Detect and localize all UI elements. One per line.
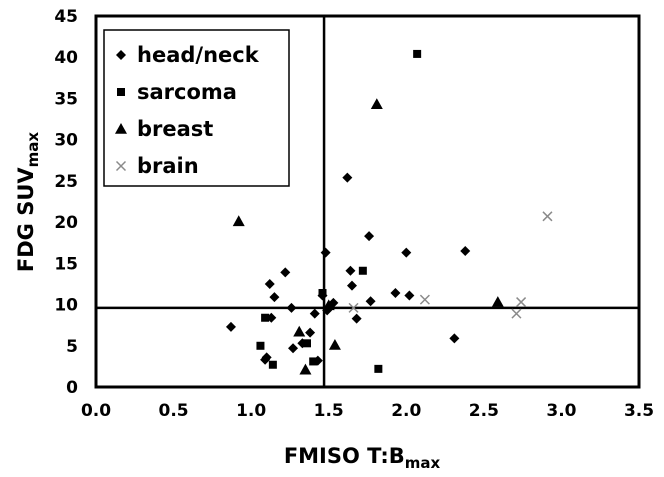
data-point xyxy=(309,308,320,319)
data-point xyxy=(225,321,236,332)
y-axis-title-main: FDG SUV xyxy=(14,167,38,273)
data-point xyxy=(269,292,280,303)
data-point xyxy=(288,343,299,354)
y-tick-label: 35 xyxy=(54,89,78,109)
y-tick-labels: 0 5 10 15 20 25 30 35 40 45 xyxy=(54,7,78,398)
y-axis-title: FDG SUVmax xyxy=(14,132,42,273)
legend-entry: head/neck xyxy=(116,43,260,67)
data-point xyxy=(320,247,331,258)
legend: head/neck sarcoma breast brain xyxy=(103,29,290,187)
data-point xyxy=(348,302,359,313)
y-tick-label: 45 xyxy=(54,7,78,27)
data-point xyxy=(401,247,412,258)
data-point xyxy=(390,288,401,299)
legend-label: head/neck xyxy=(137,43,260,67)
x-tick-labels: 0.0 0.5 1.0 1.5 2.0 2.5 3.0 3.5 xyxy=(81,401,654,421)
y-tick-label: 20 xyxy=(54,213,78,233)
data-point xyxy=(256,341,265,350)
data-point xyxy=(374,364,383,373)
data-markers xyxy=(225,49,553,375)
data-point xyxy=(365,296,376,307)
data-point xyxy=(264,278,275,289)
data-point xyxy=(542,211,553,222)
data-point xyxy=(286,302,297,313)
x-tick-label: 3.5 xyxy=(624,401,654,421)
data-point xyxy=(364,231,375,242)
data-point xyxy=(491,296,504,307)
x-axis-title-main: FMISO T:B xyxy=(284,444,405,468)
x-tick-label: 0.5 xyxy=(159,401,189,421)
legend-marker xyxy=(116,50,126,60)
data-point xyxy=(516,297,527,308)
data-point xyxy=(299,363,312,375)
x-tick-label: 3.0 xyxy=(546,401,576,421)
data-point xyxy=(342,172,353,183)
series-breast xyxy=(232,98,504,375)
data-point xyxy=(232,215,245,227)
legend-entry: breast xyxy=(115,117,213,141)
y-tick-label: 30 xyxy=(54,131,78,151)
data-point xyxy=(318,289,327,298)
legend-label: breast xyxy=(137,117,213,141)
data-point xyxy=(404,290,415,301)
y-tick-label: 5 xyxy=(66,337,78,357)
legend-entry: sarcoma xyxy=(117,80,237,104)
data-point xyxy=(293,325,306,337)
data-point xyxy=(370,98,383,110)
data-point xyxy=(261,352,272,363)
legend-entry: brain xyxy=(115,154,199,178)
y-tick-label: 15 xyxy=(54,254,78,274)
data-point xyxy=(419,294,430,305)
series-brain xyxy=(348,211,553,319)
legend-marker xyxy=(117,88,125,96)
x-tick-label: 1.5 xyxy=(314,401,344,421)
x-tick-label: 1.0 xyxy=(236,401,266,421)
y-axis-title-sub: max xyxy=(24,132,42,168)
data-point xyxy=(280,267,291,278)
legend-label: sarcoma xyxy=(137,80,237,104)
data-point xyxy=(449,333,460,344)
data-point xyxy=(309,357,318,366)
data-point xyxy=(261,313,270,322)
x-axis-title-sub: max xyxy=(405,454,441,472)
legend-marker xyxy=(115,160,127,172)
data-point xyxy=(305,327,316,338)
y-tick-label: 25 xyxy=(54,172,78,192)
data-point xyxy=(413,49,422,58)
reference-lines xyxy=(96,16,639,387)
y-tick-label: 0 xyxy=(66,378,78,398)
series-sarcoma xyxy=(256,49,422,373)
x-axis-title: FMISO T:Bmax xyxy=(284,444,441,472)
legend-marker xyxy=(115,123,127,134)
data-point xyxy=(358,266,367,275)
data-point xyxy=(460,245,471,256)
data-point xyxy=(302,339,311,348)
data-point xyxy=(345,265,356,276)
x-tick-label: 0.0 xyxy=(81,401,111,421)
y-tick-label: 10 xyxy=(54,296,78,316)
x-tick-label: 2.0 xyxy=(391,401,421,421)
legend-label: brain xyxy=(137,154,199,178)
data-point xyxy=(268,360,277,369)
data-point xyxy=(322,299,335,311)
data-point xyxy=(328,338,341,350)
y-tick-label: 40 xyxy=(54,48,78,68)
x-tick-label: 2.5 xyxy=(469,401,499,421)
data-point xyxy=(511,308,522,319)
legend-box xyxy=(103,29,290,187)
data-point xyxy=(346,280,357,291)
data-point xyxy=(351,313,362,324)
